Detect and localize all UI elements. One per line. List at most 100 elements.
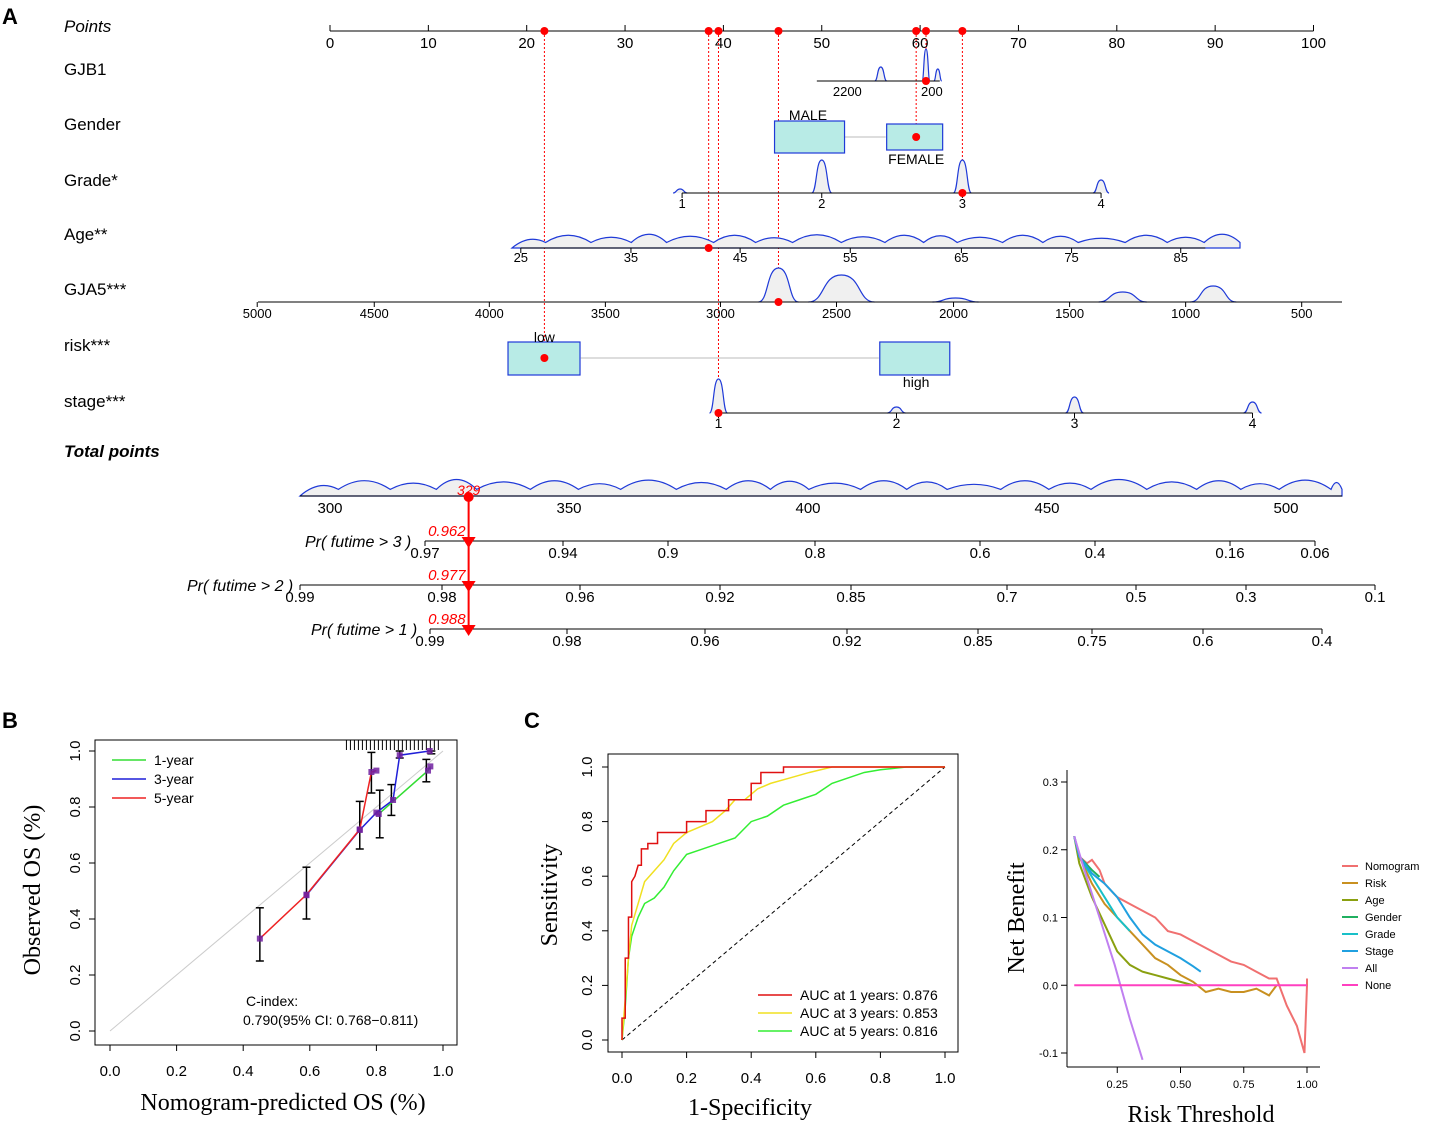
probability-tick-label: 0.75 bbox=[1077, 633, 1106, 650]
panel-label-b: B bbox=[2, 708, 18, 733]
selected-point-dot bbox=[774, 27, 783, 35]
c-x-tick-label: 0.6 bbox=[805, 1070, 826, 1087]
age-tick-label: 25 bbox=[514, 250, 528, 265]
d-legend-label: Nomogram bbox=[1365, 861, 1419, 873]
d-x-tick-label: 0.75 bbox=[1233, 1079, 1254, 1091]
gender-marker bbox=[912, 133, 921, 141]
panel-label-a: A bbox=[2, 4, 18, 29]
risk-level-low: low bbox=[534, 329, 556, 345]
probability-tick-label: 0.92 bbox=[832, 633, 861, 650]
probability-tick-label: 0.98 bbox=[427, 589, 456, 606]
c-legend-label: AUC at 5 years: 0.816 bbox=[800, 1023, 938, 1039]
stage-marker bbox=[714, 409, 723, 417]
gjb1-marker bbox=[922, 77, 931, 85]
grade-density-hump bbox=[811, 159, 833, 194]
d-y-tick-label: 0.3 bbox=[1043, 777, 1058, 789]
probability-scale-title: Pr( futime > 2 ) bbox=[187, 578, 293, 595]
gjb1-density-hump bbox=[933, 68, 943, 82]
stage-tick-label: 1 bbox=[715, 415, 723, 431]
d-curve-line bbox=[1073, 836, 1194, 987]
stage-density-hump bbox=[887, 406, 906, 414]
b-point-marker bbox=[303, 891, 310, 898]
b-legend-label: 1-year bbox=[154, 752, 194, 768]
b-point-marker bbox=[373, 767, 380, 774]
grade-tick-label: 2 bbox=[818, 196, 825, 211]
gja5-tick-label: 2000 bbox=[939, 306, 968, 321]
b-series-line bbox=[305, 750, 430, 896]
c-roc-line bbox=[621, 766, 945, 1041]
b-point-marker bbox=[427, 763, 434, 770]
age-tick-label: 55 bbox=[843, 250, 857, 265]
b-x-axis-label: Nomogram-predicted OS (%) bbox=[140, 1090, 425, 1116]
total-points-tick-label: 300 bbox=[317, 500, 342, 517]
total-points-tick-label: 350 bbox=[556, 500, 581, 517]
risk-marker bbox=[540, 354, 549, 362]
gja5-tick-label: 4000 bbox=[475, 306, 504, 321]
d-y-tick-label: 0.0 bbox=[1043, 980, 1058, 992]
d-x-axis-label: Risk Threshold bbox=[1128, 1102, 1275, 1128]
probability-tick-label: 0.06 bbox=[1300, 545, 1329, 562]
c-x-tick-label: 0.8 bbox=[870, 1070, 891, 1087]
gjb1-density-hump bbox=[874, 66, 888, 82]
grade-density-hump bbox=[1092, 179, 1110, 194]
probability-tick-label: 0.85 bbox=[836, 589, 865, 606]
probability-value: 0.988 bbox=[428, 611, 466, 628]
risk-level-high: high bbox=[903, 374, 929, 390]
total-points-title: Total points bbox=[64, 442, 160, 461]
gja5-density-hump bbox=[808, 274, 875, 303]
gja5-tick-label: 3500 bbox=[591, 306, 620, 321]
b-cindex-title: C-index: bbox=[246, 993, 298, 1009]
selected-point-dot bbox=[958, 27, 967, 35]
c-y-tick-label: 0.6 bbox=[579, 866, 596, 887]
d-x-tick-label: 0.50 bbox=[1170, 1079, 1191, 1091]
probability-arrow bbox=[461, 625, 476, 636]
variable-label-gja5: GJA5*** bbox=[64, 280, 127, 299]
b-y-tick-label: 0.2 bbox=[67, 965, 84, 986]
b-x-tick-label: 0.2 bbox=[166, 1063, 187, 1080]
total-points-tick-label: 400 bbox=[795, 500, 820, 517]
d-legend-label: Age bbox=[1365, 895, 1385, 907]
d-y-tick-label: 0.1 bbox=[1043, 913, 1058, 925]
points-tick-label: 30 bbox=[617, 35, 634, 52]
d-curve-line bbox=[1073, 835, 1202, 973]
age-density bbox=[510, 233, 1241, 249]
grade-density-hump bbox=[952, 159, 972, 194]
age-tick-label: 45 bbox=[733, 250, 747, 265]
c-x-tick-label: 0.4 bbox=[741, 1070, 762, 1087]
probability-tick-label: 0.96 bbox=[690, 633, 719, 650]
probability-tick-label: 0.99 bbox=[285, 589, 314, 606]
b-point-marker bbox=[390, 797, 397, 803]
panel-c-roc: C 0.0 0.2 0.4 0.6 0.8 1.0 0.0 0.2 0.4 0.6 0.8 1.0 1-S… bbox=[524, 708, 959, 1121]
panel-c-frame bbox=[607, 753, 959, 1053]
variable-label-gender: Gender bbox=[64, 115, 121, 134]
grade-tick-label: 4 bbox=[1097, 196, 1104, 211]
age-tick-label: 85 bbox=[1173, 250, 1187, 265]
probability-tick-label: 0.1 bbox=[1365, 589, 1386, 606]
grade-tick-label: 1 bbox=[678, 196, 685, 211]
probability-scale-title: Pr( futime > 1 ) bbox=[311, 622, 417, 639]
gender-level-male: MALE bbox=[789, 107, 827, 123]
gjb1-density-hump bbox=[921, 48, 931, 82]
age-marker bbox=[704, 244, 713, 252]
d-legend-label: All bbox=[1365, 963, 1377, 975]
points-tick-label: 50 bbox=[813, 35, 830, 52]
grade-marker bbox=[958, 189, 967, 197]
grade-tick-label: 3 bbox=[959, 196, 966, 211]
probability-tick-label: 0.5 bbox=[1126, 589, 1147, 606]
gja5-density-hump bbox=[1098, 291, 1147, 303]
panel-b-frame bbox=[94, 739, 458, 1046]
b-y-tick-label: 0.4 bbox=[67, 909, 84, 930]
probability-tick-label: 0.92 bbox=[705, 589, 734, 606]
b-x-tick-label: 0.6 bbox=[299, 1063, 320, 1080]
b-x-tick-label: 0.8 bbox=[366, 1063, 387, 1080]
gender-level-female: FEMALE bbox=[888, 151, 944, 167]
b-y-tick-label: 0.0 bbox=[67, 1021, 84, 1042]
grade-density-hump bbox=[673, 188, 688, 194]
panel-b-calibration: B 0.0 0.2 0.4 0.6 0.8 1.0 0.0 0.2 0.4 0.6 0.8 1.0 Nom… bbox=[2, 708, 458, 1116]
probability-tick-label: 0.99 bbox=[415, 633, 444, 650]
b-x-tick-label: 1.0 bbox=[433, 1063, 454, 1080]
probability-tick-label: 0.3 bbox=[1236, 589, 1257, 606]
c-y-tick-label: 0.8 bbox=[579, 811, 596, 832]
b-y-tick-label: 0.8 bbox=[67, 797, 84, 818]
stage-tick-label: 3 bbox=[1071, 415, 1079, 431]
